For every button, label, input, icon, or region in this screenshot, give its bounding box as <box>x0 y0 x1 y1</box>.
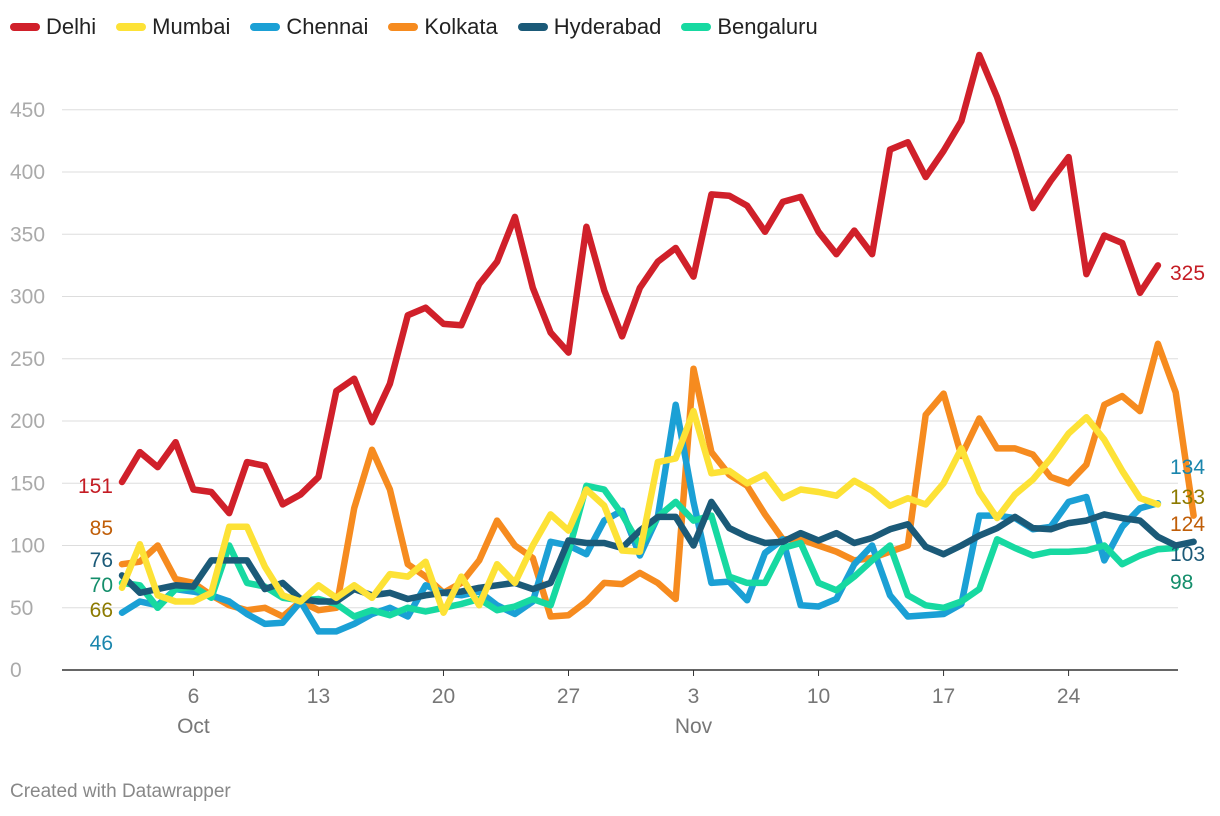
y-tick-label-450: 450 <box>10 99 45 122</box>
x-tick-label-17: 17 <box>932 685 955 708</box>
end-label-bengaluru: 98 <box>1170 571 1193 594</box>
y-tick-label-400: 400 <box>10 161 45 184</box>
legend-item-mumbai: Mumbai <box>116 14 230 40</box>
legend-swatch-chennai <box>250 23 281 31</box>
start-label-bengaluru: 70 <box>90 574 113 597</box>
y-tick-label-50: 50 <box>10 597 33 620</box>
y-tick-label-0: 0 <box>10 659 22 682</box>
x-tick-label-13: 13 <box>307 685 330 708</box>
legend-swatch-mumbai <box>116 23 147 31</box>
legend-label-bengaluru: Bengaluru <box>717 14 818 39</box>
start-label-kolkata: 85 <box>90 517 113 540</box>
x-month-label-oct: Oct <box>177 715 210 738</box>
legend-label-mumbai: Mumbai <box>152 14 231 39</box>
legend-item-delhi: Delhi <box>10 14 96 40</box>
legend-item-bengaluru: Bengaluru <box>681 14 818 40</box>
legend-swatch-bengaluru <box>681 23 712 31</box>
y-tick-label-200: 200 <box>10 410 45 433</box>
end-label-chennai: 134 <box>1170 456 1205 479</box>
y-tick-label-100: 100 <box>10 535 45 558</box>
x-tick-label-3: 3 <box>688 685 700 708</box>
x-month-label-nov: Nov <box>675 715 713 738</box>
line-chart: 0 50 100 150 200 250 300 350 400 450 6 Oct 13 20 27 3 No… <box>10 51 1205 738</box>
start-label-mumbai: 66 <box>90 599 113 622</box>
x-tick-label-10: 10 <box>807 685 830 708</box>
legend-swatch-delhi <box>10 23 40 31</box>
legend-item-kolkata: Kolkata <box>388 14 498 40</box>
end-label-kolkata: 124 <box>1170 513 1205 536</box>
legend-item-chennai: Chennai <box>250 14 368 40</box>
x-tick-label-24: 24 <box>1057 685 1081 708</box>
legend-label-kolkata: Kolkata <box>424 14 498 39</box>
end-label-hyderabad: 103 <box>1170 543 1205 566</box>
x-tick-label-20: 20 <box>432 685 455 708</box>
footer-credit: Created with Datawrapper <box>10 781 231 802</box>
x-tick-label-6: 6 <box>188 685 200 708</box>
legend-swatch-kolkata <box>388 23 419 31</box>
end-label-delhi: 325 <box>1170 262 1205 285</box>
legend-swatch-hyderabad <box>517 23 548 31</box>
y-tick-label-150: 150 <box>10 472 45 495</box>
series-line-mumbai <box>118 407 1162 616</box>
chart-legend: Delhi Mumbai Chennai Kolkata Hyderabad B… <box>10 14 818 40</box>
legend-label-delhi: Delhi <box>46 14 97 39</box>
series-line-delhi <box>118 51 1162 517</box>
start-label-hyderabad: 76 <box>90 549 113 572</box>
legend-label-chennai: Chennai <box>286 14 369 39</box>
series-line-chennai <box>118 401 1162 635</box>
y-tick-label-300: 300 <box>10 286 45 309</box>
start-label-chennai: 46 <box>90 632 113 655</box>
start-label-delhi: 151 <box>78 475 113 498</box>
y-tick-label-350: 350 <box>10 223 45 246</box>
y-tick-label-250: 250 <box>10 348 45 371</box>
end-label-mumbai: 133 <box>1170 486 1205 509</box>
x-tick-label-27: 27 <box>557 685 580 708</box>
legend-label-hyderabad: Hyderabad <box>553 14 662 39</box>
legend-item-hyderabad: Hyderabad <box>517 14 662 40</box>
